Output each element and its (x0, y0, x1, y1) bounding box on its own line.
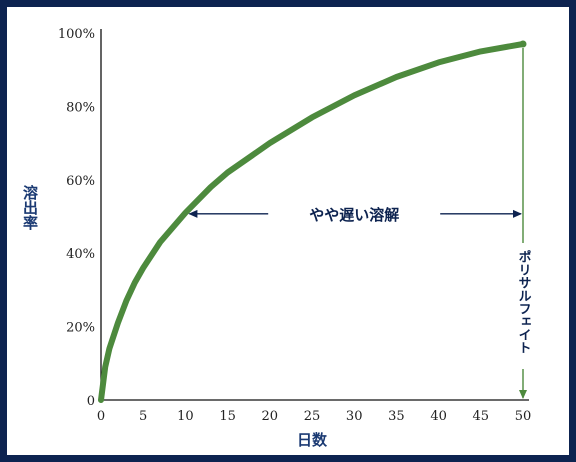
chart-frame: 0 5 10 15 20 25 30 35 40 45 50 0 20% 40% 60% 80% 100% やや… (7, 7, 569, 455)
y-tick-label: 60% (66, 174, 95, 189)
x-tick-label: 25 (304, 409, 321, 424)
dissolution-chart: 0 5 10 15 20 25 30 35 40 45 50 0 20% 40% 60% 80% 100% やや… (21, 27, 532, 449)
x-axis-label: 日数 (297, 431, 328, 449)
x-tick-label: 20 (262, 409, 279, 424)
y-tick-label: 0 (87, 394, 95, 409)
x-tick-label: 35 (388, 409, 405, 424)
dissolution-curve (98, 41, 526, 403)
y-tick-label: 100% (58, 27, 95, 42)
polysulphate-label: ポリサルフェイト (516, 249, 532, 354)
x-tick-label: 30 (346, 409, 363, 424)
x-tick-label: 15 (219, 409, 236, 424)
y-axis-label: 溶出率 (21, 184, 39, 231)
x-tick-label: 40 (430, 409, 447, 424)
y-tick-label: 80% (66, 100, 95, 115)
x-tick-label: 45 (473, 409, 490, 424)
x-tick-label: 50 (515, 409, 532, 424)
curve-end-point (519, 40, 527, 48)
y-tick-label: 40% (66, 247, 95, 262)
x-tick-label: 10 (177, 409, 194, 424)
x-tick-label: 0 (97, 409, 105, 424)
y-tick-label: 20% (66, 321, 95, 336)
x-tick-label: 5 (139, 409, 147, 424)
slow-dissolution-label: やや遅い溶解 (309, 206, 399, 224)
